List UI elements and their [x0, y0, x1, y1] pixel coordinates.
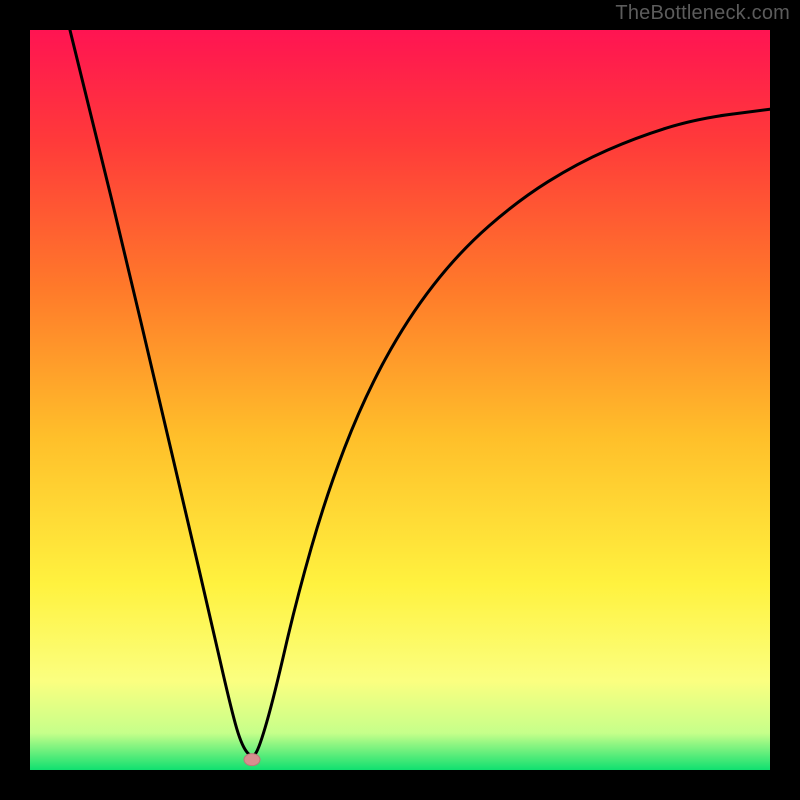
minimum-marker — [244, 754, 260, 766]
gradient-background — [30, 30, 770, 770]
plot-area — [30, 30, 770, 770]
bottleneck-curve-chart — [30, 30, 770, 770]
chart-frame: TheBottleneck.com — [0, 0, 800, 800]
attribution-label: TheBottleneck.com — [615, 2, 790, 25]
